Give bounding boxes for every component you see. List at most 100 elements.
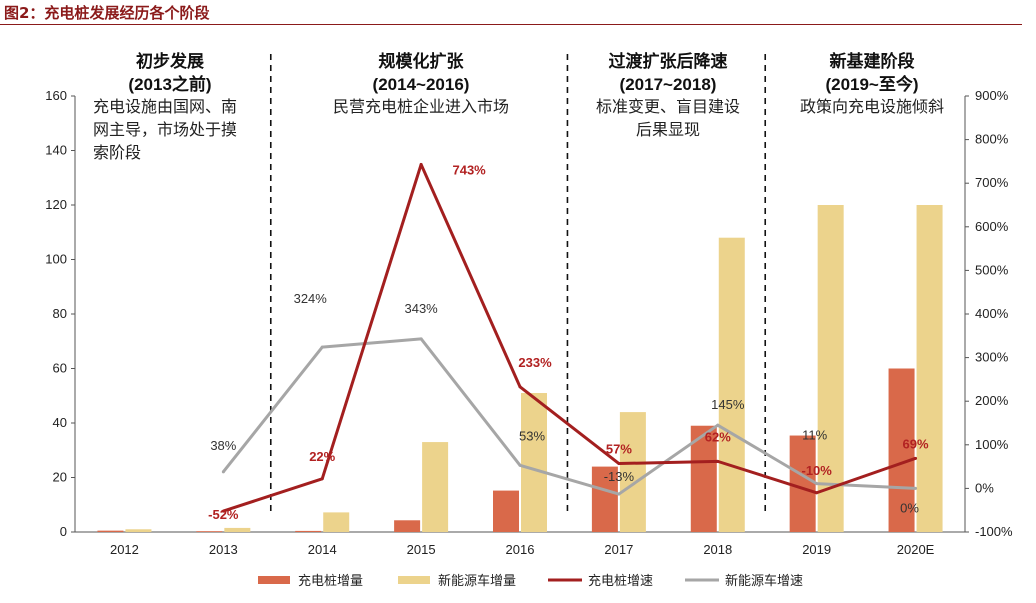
bar-nev — [916, 205, 943, 532]
line-charging-pile-growth-point — [914, 456, 918, 460]
data-label-charging-pile-growth: 22% — [309, 449, 335, 464]
phase-period: (2013之前) — [128, 74, 211, 94]
x-tick-label: 2015 — [407, 542, 436, 557]
line-charging-pile-growth-point — [221, 509, 225, 513]
x-tick-label: 2016 — [506, 542, 535, 557]
y2-tick-label: 800% — [975, 132, 1009, 147]
phase-description-line: 民营充电桩企业进入市场 — [333, 97, 509, 116]
data-label-nev-growth: -13% — [604, 469, 635, 484]
line-charging-pile-growth-point — [419, 162, 423, 166]
x-tick-label: 2018 — [703, 542, 732, 557]
bar-nev — [224, 527, 251, 532]
legend-label: 新能源车增量 — [438, 573, 516, 589]
y-tick-label: 20 — [53, 470, 67, 485]
data-label-nev-growth: 0% — [900, 500, 919, 515]
phase-description-line: 政策向充电设施倾斜 — [800, 97, 944, 116]
bar-nev — [619, 412, 646, 532]
phase-period: (2014~2016) — [373, 75, 470, 94]
x-tick-label: 2012 — [110, 542, 139, 557]
y2-tick-label: 600% — [975, 219, 1009, 234]
data-label-nev-growth: 343% — [404, 301, 438, 316]
bar-charging-pile — [493, 490, 519, 532]
y-tick-label: 40 — [53, 415, 67, 430]
line-charging-pile-growth — [222, 162, 917, 513]
data-label-nev-growth: 11% — [802, 428, 827, 443]
line-nev-growth — [222, 337, 916, 496]
line-charging-pile-growth-point — [617, 462, 621, 466]
data-label-charging-pile-growth: 57% — [606, 442, 632, 457]
bars — [97, 205, 943, 532]
x-tick-label: 2020E — [897, 542, 935, 557]
y2-tick-label: 900% — [975, 88, 1009, 103]
legend-label: 新能源车增速 — [725, 573, 803, 589]
line-nev-growth-point — [617, 492, 621, 496]
data-label-charging-pile-growth: 743% — [452, 162, 486, 177]
phase-description-line: 后果显现 — [636, 120, 700, 139]
y2-tick-label: 700% — [975, 175, 1009, 190]
bar-charging-pile — [789, 435, 816, 532]
y-tick-label: 140 — [45, 143, 67, 158]
data-label-charging-pile-growth: -52% — [208, 507, 239, 522]
line-charging-pile-growth-point — [716, 459, 720, 463]
y-tick-label: 0 — [60, 524, 67, 539]
line-nev-growth-point — [419, 337, 423, 341]
line-charging-pile-growth-point — [815, 491, 819, 495]
x-tick-label: 2013 — [209, 542, 238, 557]
bar-nev — [718, 237, 745, 532]
phase-period: (2017~2018) — [620, 75, 717, 94]
data-label-charging-pile-growth: -10% — [801, 463, 832, 478]
bar-charging-pile — [196, 531, 223, 532]
bar-nev — [521, 393, 547, 532]
bar-nev — [422, 442, 449, 532]
legend-swatch-bar — [398, 576, 430, 584]
x-tick-label: 2014 — [308, 542, 337, 557]
line-charging-pile-growth-point — [320, 477, 324, 481]
legend-swatch-bar — [258, 576, 290, 584]
phase-description-line: 索阶段 — [93, 143, 141, 162]
y2-tick-label: 200% — [975, 393, 1009, 408]
phase-title: 新基建阶段 — [830, 51, 915, 71]
y-tick-label: 80 — [53, 306, 67, 321]
x-tick-label: 2017 — [604, 542, 633, 557]
y2-tick-label: 400% — [975, 306, 1009, 321]
y2-tick-label: -100% — [975, 524, 1013, 539]
data-label-charging-pile-growth: 62% — [705, 429, 731, 444]
y2-tick-label: 500% — [975, 262, 1009, 277]
phase-title: 规模化扩张 — [379, 51, 465, 71]
x-tick-label: 2019 — [802, 542, 831, 557]
bar-nev — [323, 512, 350, 532]
data-label-charging-pile-growth: 233% — [518, 355, 552, 370]
bar-charging-pile — [394, 520, 421, 532]
phase-title: 初步发展 — [136, 51, 204, 71]
line-nev-growth-point — [716, 423, 720, 427]
line-nev-growth-point — [914, 486, 918, 490]
legend-label: 充电桩增量 — [298, 573, 363, 589]
line-charging-pile-growth-point — [518, 385, 522, 389]
data-label-nev-growth: 38% — [210, 438, 236, 453]
legend: 充电桩增量 新能源车增量 充电桩增速 新能源车增速 — [258, 573, 803, 589]
bar-charging-pile — [690, 425, 717, 532]
lines — [221, 162, 918, 513]
phase-description-line: 充电设施由国网、南 — [93, 97, 237, 116]
line-nev-growth-point — [320, 345, 324, 349]
data-label-nev-growth: 145% — [711, 397, 745, 412]
y2-tick-label: 0% — [975, 480, 994, 495]
line-nev-growth-point — [815, 482, 819, 486]
axes: 0 20 40 60 80 100 120 140 160 -100% 0% 100% 200% 300%… — [45, 88, 1013, 557]
phase-description-line: 标准变更、盲目建设 — [596, 97, 740, 116]
y-tick-label: 120 — [45, 197, 67, 212]
y2-tick-label: 100% — [975, 437, 1009, 452]
data-label-nev-growth: 324% — [294, 291, 328, 306]
y-tick-label: 60 — [53, 361, 67, 376]
y-tick-label: 160 — [45, 88, 67, 103]
data-label-charging-pile-growth: 69% — [903, 436, 929, 451]
bar-charging-pile — [97, 530, 124, 532]
data-labels: 38% 324% 343% 53% -13% 145% 11% 0% -52% 22% 743% 23… — [208, 162, 929, 522]
title-rule — [0, 24, 1022, 25]
y-tick-label: 100 — [45, 252, 67, 267]
bar-charging-pile — [888, 368, 915, 532]
bar-nev — [817, 205, 844, 532]
phase-description-line: 网主导，市场处于摸 — [93, 120, 237, 139]
